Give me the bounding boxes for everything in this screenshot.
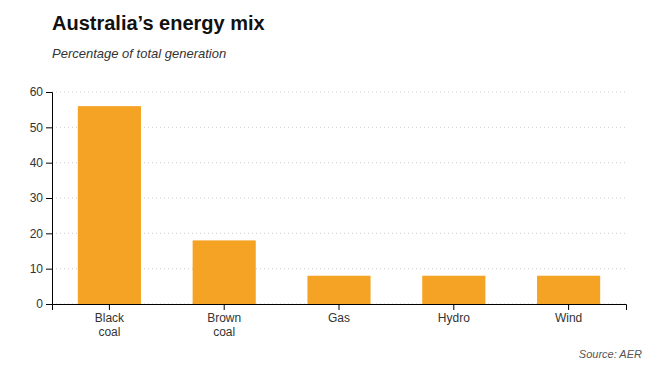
tick-mark bbox=[46, 304, 52, 305]
tick-label-line: Gas bbox=[328, 311, 350, 325]
x-tick: Browncoal bbox=[207, 304, 241, 339]
tick-label-line: Black bbox=[95, 311, 125, 325]
y-tick: 40 bbox=[30, 156, 52, 170]
source: Source: AER bbox=[579, 348, 642, 360]
y-tick: 0 bbox=[36, 297, 52, 311]
tick-label: 40 bbox=[30, 156, 44, 170]
grid-line bbox=[52, 92, 626, 93]
tick-label: 60 bbox=[30, 85, 44, 99]
tick-label: Hydro bbox=[438, 311, 470, 325]
tick-mark bbox=[453, 304, 454, 310]
tick-mark bbox=[46, 269, 52, 270]
y-tick: 60 bbox=[30, 85, 52, 99]
tick-label: Gas bbox=[328, 311, 350, 325]
tick-label: 30 bbox=[30, 191, 44, 205]
subtitle: Percentage of total generation bbox=[52, 46, 226, 61]
tick-label-line: Hydro bbox=[438, 311, 470, 325]
tick-label-line: coal bbox=[213, 325, 235, 339]
tick-label: 20 bbox=[30, 227, 44, 241]
tick-mark bbox=[46, 163, 52, 164]
x-tick: Hydro bbox=[438, 304, 470, 325]
tick-label-line: Wind bbox=[555, 311, 582, 325]
x-tick: Blackcoal bbox=[95, 304, 125, 339]
axis-line bbox=[53, 305, 627, 311]
bar bbox=[307, 276, 370, 304]
x-axis: BlackcoalBrowncoalGasHydroWind bbox=[53, 304, 627, 339]
tick-mark bbox=[224, 304, 225, 310]
y-tick: 30 bbox=[30, 191, 52, 205]
tick-label: 0 bbox=[36, 297, 43, 311]
tick-mark bbox=[109, 304, 110, 310]
plot: 0102030405060BlackcoalBrowncoalGasHydroW… bbox=[30, 85, 627, 339]
tick-mark bbox=[46, 198, 52, 199]
grid bbox=[52, 92, 626, 304]
tick-label: Wind bbox=[555, 311, 582, 325]
tick-label: Blackcoal bbox=[95, 311, 125, 339]
tick-label: 50 bbox=[30, 121, 44, 135]
tick-mark bbox=[46, 233, 52, 234]
y-tick: 20 bbox=[30, 227, 52, 241]
bar bbox=[537, 276, 600, 304]
x-tick: Wind bbox=[555, 304, 582, 325]
tick-mark bbox=[46, 92, 52, 93]
bar bbox=[193, 240, 256, 304]
axis-line bbox=[46, 93, 53, 305]
x-tick: Gas bbox=[328, 304, 350, 325]
bar bbox=[78, 106, 141, 304]
y-tick: 10 bbox=[30, 262, 52, 276]
bars bbox=[78, 106, 600, 304]
tick-label-line: Brown bbox=[207, 311, 241, 325]
tick-label: 10 bbox=[30, 262, 44, 276]
y-tick: 50 bbox=[30, 121, 52, 135]
title: Australia’s energy mix bbox=[52, 12, 265, 34]
y-axis: 0 10 20 30 40 50 60 bbox=[30, 85, 53, 311]
chart: Australia’s energy mix Percentage of tota… bbox=[0, 0, 650, 366]
tick-label-line: coal bbox=[98, 325, 120, 339]
tick-label: Browncoal bbox=[207, 311, 241, 339]
tick-mark bbox=[568, 304, 569, 310]
tick-mark bbox=[46, 127, 52, 128]
bar bbox=[422, 276, 485, 304]
tick-mark bbox=[339, 304, 340, 310]
